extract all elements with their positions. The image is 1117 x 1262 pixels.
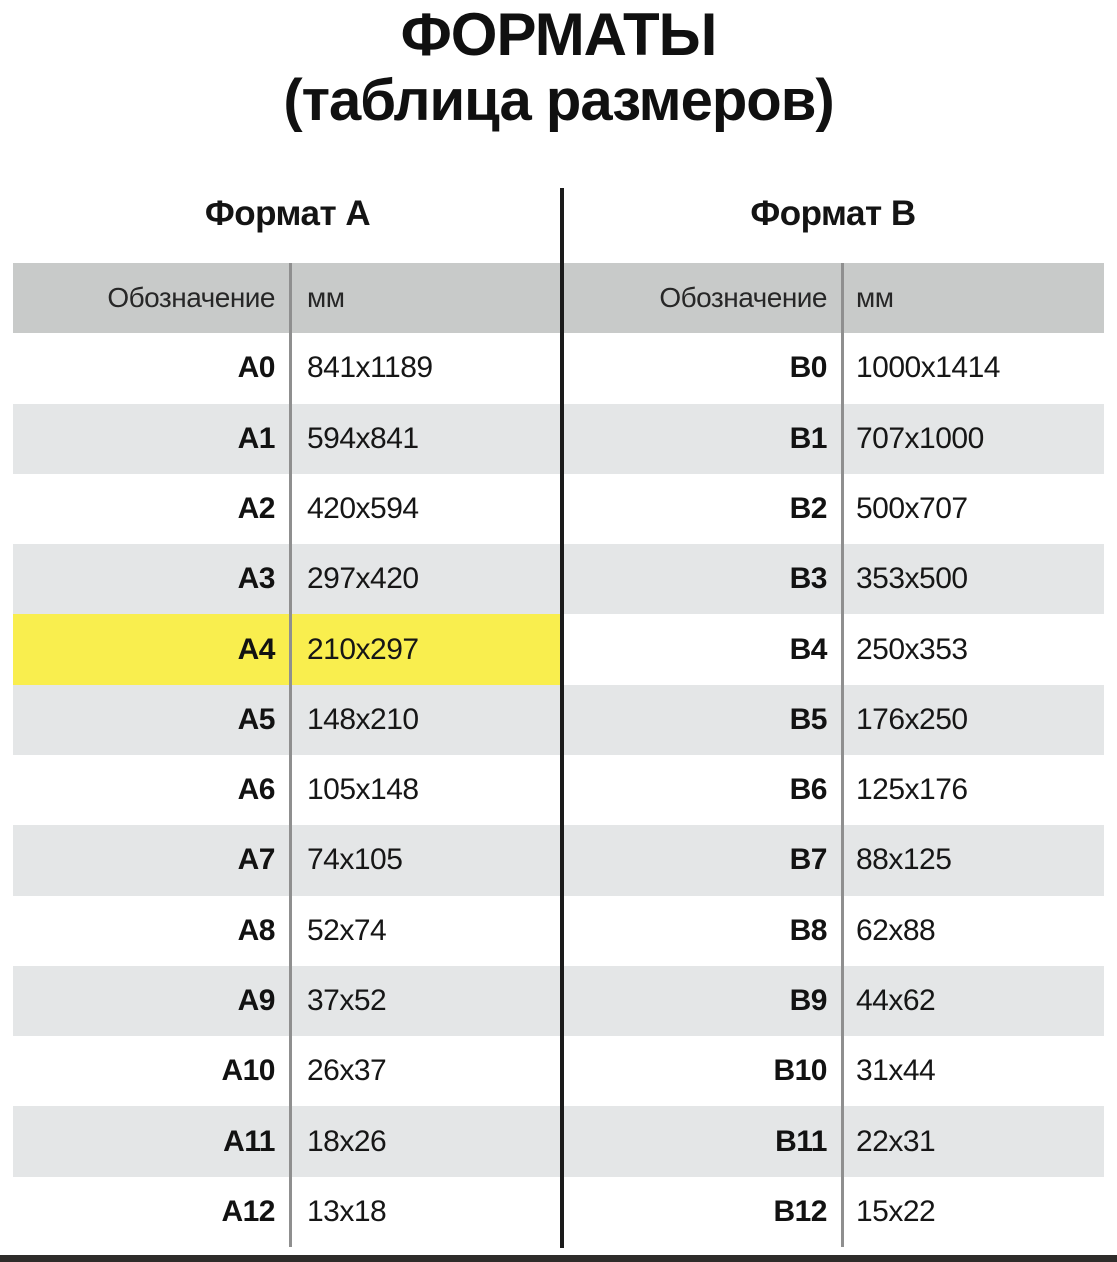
row-size-mm: 250x353 <box>856 632 968 666</box>
row-size-mm: 18x26 <box>307 1124 387 1158</box>
format-b-column-divider-line <box>841 263 844 1247</box>
col-header-mm: мм <box>856 282 894 314</box>
row-designation: B0 <box>789 351 828 385</box>
row-size-mm: 1000x1414 <box>856 351 1000 385</box>
row-size-mm: 37x52 <box>307 983 387 1017</box>
row-size-mm: 44x62 <box>856 983 936 1017</box>
table-row: B2 500x707 <box>562 473 1104 545</box>
center-divider-line <box>560 188 564 1248</box>
table-row: B10 31x44 <box>562 1036 1104 1107</box>
row-designation: B7 <box>789 843 828 877</box>
page-subtitle: (таблица размеров) <box>283 68 834 133</box>
row-size-mm: 420x594 <box>307 491 419 525</box>
format-a-table: Обозначение мм A0 841x1189 A1 594x841 A2… <box>13 263 562 1247</box>
table-row: B3 353x500 <box>562 544 1104 615</box>
table-row: A6 105x148 <box>13 754 562 826</box>
table-row: B12 15x22 <box>562 1176 1104 1247</box>
row-size-mm: 148x210 <box>307 702 419 736</box>
row-designation: B5 <box>789 702 828 736</box>
row-designation: A1 <box>237 421 276 455</box>
row-designation: A9 <box>237 983 276 1017</box>
table-row: B9 44x62 <box>562 965 1104 1037</box>
row-size-mm: 62x88 <box>856 913 936 947</box>
bottom-edge-bar <box>0 1255 1117 1262</box>
col-header-mm: мм <box>307 282 345 314</box>
table-row: B0 1000x1414 <box>562 333 1104 404</box>
row-size-mm: 353x500 <box>856 562 968 596</box>
row-designation: B4 <box>789 632 828 666</box>
row-size-mm: 74x105 <box>307 843 403 877</box>
row-designation: B10 <box>773 1054 827 1088</box>
row-designation: A12 <box>221 1194 275 1228</box>
table-row: A12 13x18 <box>13 1176 562 1247</box>
table-row: A3 297x420 <box>13 544 562 615</box>
row-size-mm: 52x74 <box>307 913 387 947</box>
row-designation: A10 <box>221 1054 275 1088</box>
table-row: A10 26x37 <box>13 1036 562 1107</box>
size-table: Обозначение мм A0 841x1189 A1 594x841 A2… <box>13 263 1104 1247</box>
row-designation: A0 <box>237 351 276 385</box>
format-b-table: Обозначение мм B0 1000x1414 B1 707x1000 … <box>562 263 1104 1247</box>
row-size-mm: 841x1189 <box>307 351 433 385</box>
row-designation: A4 <box>237 632 276 666</box>
table-row: A2 420x594 <box>13 473 562 545</box>
table-row: A7 74x105 <box>13 825 562 896</box>
page-title: ФОРМАТЫ <box>400 1 718 68</box>
row-designation: B8 <box>789 913 828 947</box>
row-size-mm: 594x841 <box>307 421 419 455</box>
table-row: B4 250x353 <box>562 614 1104 685</box>
table-row: B6 125x176 <box>562 754 1104 826</box>
row-designation: A6 <box>237 773 276 807</box>
row-designation: B1 <box>789 421 828 455</box>
row-size-mm: 210x297 <box>307 632 419 666</box>
format-b-heading: Формат В <box>750 194 916 233</box>
row-size-mm: 88x125 <box>856 843 952 877</box>
col-header-designation: Обозначение <box>107 282 275 314</box>
row-size-mm: 13x18 <box>307 1194 387 1228</box>
row-size-mm: 26x37 <box>307 1054 387 1088</box>
format-a-heading: Формат А <box>204 194 371 233</box>
format-a-column-divider-line <box>289 263 292 1247</box>
row-size-mm: 105x148 <box>307 773 419 807</box>
table-row: A4 210x297 <box>13 614 562 685</box>
row-designation: B11 <box>775 1124 827 1158</box>
row-designation: B9 <box>789 983 828 1017</box>
table-row: A1 594x841 <box>13 403 562 474</box>
row-designation: A8 <box>237 913 276 947</box>
row-designation: B2 <box>789 491 828 525</box>
row-designation: A5 <box>237 702 276 736</box>
table-row: A8 52x74 <box>13 895 562 966</box>
table-row: B7 88x125 <box>562 825 1104 896</box>
table-row: A11 18x26 <box>13 1106 562 1177</box>
row-size-mm: 125x176 <box>856 773 968 807</box>
row-size-mm: 22x31 <box>856 1124 936 1158</box>
row-size-mm: 500x707 <box>856 491 968 525</box>
table-row: B11 22x31 <box>562 1106 1104 1177</box>
table-row: B1 707x1000 <box>562 403 1104 474</box>
format-b-header-row: Обозначение мм <box>562 263 1104 334</box>
table-row: A0 841x1189 <box>13 333 562 404</box>
table-row: A9 37x52 <box>13 965 562 1037</box>
table-row: B5 176x250 <box>562 684 1104 755</box>
row-designation: A11 <box>223 1124 275 1158</box>
row-size-mm: 31x44 <box>856 1054 936 1088</box>
row-designation: B6 <box>789 773 828 807</box>
row-designation: A7 <box>237 843 276 877</box>
row-size-mm: 707x1000 <box>856 421 984 455</box>
table-row: A5 148x210 <box>13 684 562 755</box>
row-designation: B12 <box>773 1194 827 1228</box>
row-designation: B3 <box>789 562 828 596</box>
row-designation: A2 <box>237 491 276 525</box>
col-header-designation: Обозначение <box>659 282 827 314</box>
table-row: B8 62x88 <box>562 895 1104 966</box>
row-size-mm: 176x250 <box>856 702 968 736</box>
row-size-mm: 15x22 <box>856 1194 936 1228</box>
row-size-mm: 297x420 <box>307 562 419 596</box>
format-a-header-row: Обозначение мм <box>13 263 562 334</box>
row-designation: A3 <box>237 562 276 596</box>
